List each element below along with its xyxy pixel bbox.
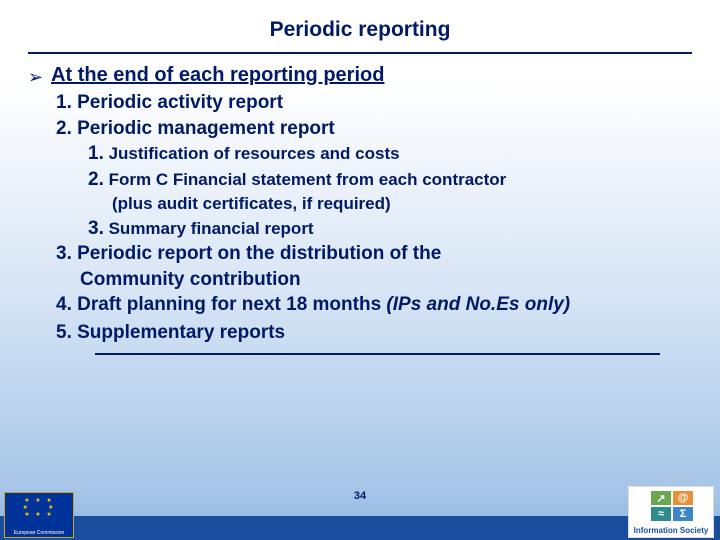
item-2-2: 2. Form C Financial statement from each … xyxy=(88,167,692,193)
item-2-3: 3. Summary financial report xyxy=(88,216,692,242)
main-heading: At the end of each reporting period xyxy=(51,64,384,87)
footer: 34 ★ ★ ★★ ★★ ★ ★ European Commission ↗ @… xyxy=(0,484,720,540)
ec-logo: ★ ★ ★★ ★★ ★ ★ European Commission xyxy=(4,492,74,538)
bullet-arrow-icon: ➢ xyxy=(28,64,43,90)
page-number: 34 xyxy=(0,490,720,502)
item-2-2-note: (plus audit certificates, if required) xyxy=(112,193,692,216)
item-2-1-num: 1. xyxy=(88,143,104,164)
item-2-2-text: Form C Financial statement from each con… xyxy=(109,170,507,189)
is-arrow-icon: ↗ xyxy=(651,491,671,505)
slide-title: Periodic reporting xyxy=(0,0,720,42)
item-2: 2. Periodic management report xyxy=(56,116,692,142)
is-wave-icon: ≈ xyxy=(651,507,671,521)
heading-row: ➢ At the end of each reporting period xyxy=(28,64,692,90)
item-2-1-text: Justification of resources and costs xyxy=(109,144,400,163)
item-1: 1. Periodic activity report xyxy=(56,90,692,116)
item-3-line1: 3. Periodic report on the distribution o… xyxy=(56,241,692,267)
divider-top xyxy=(28,52,692,54)
item-2-3-text: Summary financial report xyxy=(109,219,314,238)
is-at-icon: @ xyxy=(673,491,693,505)
item-4-italic: (IPs and No.Es only) xyxy=(386,294,570,315)
divider-bottom xyxy=(95,353,660,355)
item-2-1: 1. Justification of resources and costs xyxy=(88,141,692,167)
footer-bar xyxy=(0,516,720,540)
item-2-2-num: 2. xyxy=(88,169,104,190)
content-area: ➢ At the end of each reporting period 1.… xyxy=(0,64,720,345)
item-4-text: 4. Draft planning for next 18 months xyxy=(56,294,386,315)
item-2-3-num: 3. xyxy=(88,218,104,239)
eu-stars-icon: ★ ★ ★★ ★★ ★ ★ xyxy=(17,497,61,527)
info-society-logo: ↗ @ ≈ Σ Information Society xyxy=(628,486,714,538)
is-logo-grid: ↗ @ ≈ Σ xyxy=(651,491,693,521)
ec-label: European Commission xyxy=(5,530,73,536)
is-label: Information Society xyxy=(629,526,713,535)
item-3-line2: Community contribution xyxy=(80,267,692,293)
item-5: 5. Supplementary reports xyxy=(56,320,692,346)
is-sum-icon: Σ xyxy=(673,507,693,521)
item-4: 4. Draft planning for next 18 months (IP… xyxy=(56,292,692,318)
